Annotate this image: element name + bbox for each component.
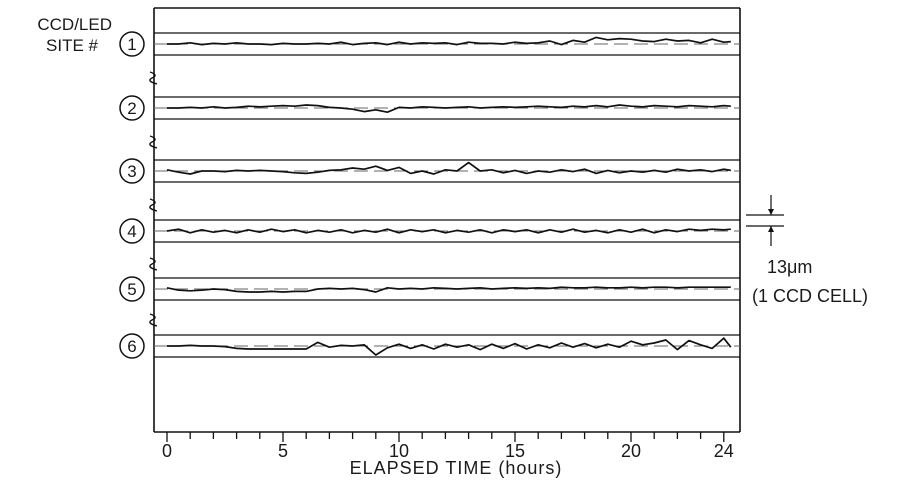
site-marker-label: 1: [127, 35, 136, 54]
site-band-6: 6: [119, 333, 740, 359]
site-bands: 1 2 3 4 5 6: [119, 31, 740, 359]
axis-break-1: [149, 71, 158, 85]
site-marker-circle: [119, 31, 145, 57]
x-tick-label: 15: [505, 441, 525, 461]
axis-break-2: [149, 135, 158, 149]
site-marker-circle: [119, 218, 145, 244]
site-marker-circle: [119, 333, 145, 359]
site-marker-label: 3: [127, 162, 136, 181]
site-marker-circle: [119, 95, 145, 121]
site-marker-label: 4: [127, 222, 136, 241]
scale-bar-value: 13μm: [767, 257, 812, 277]
series-line-site-4: [166, 228, 731, 234]
x-tick-label: 24: [714, 441, 734, 461]
site-marker-circle: [119, 158, 145, 184]
site-marker-label: 5: [127, 280, 136, 299]
y-axis-label: CCD/LED SITE #: [37, 15, 112, 55]
scale-bar-note: (1 CCD CELL): [752, 286, 868, 306]
site-band-3: 3: [119, 158, 740, 184]
site-marker-circle: [119, 276, 145, 302]
series-line-site-2: [167, 104, 731, 114]
x-axis: 0 5 10 15 20 24: [162, 432, 734, 461]
x-axis-label: ELAPSED TIME (hours): [350, 458, 563, 478]
series-line-site-3: [166, 161, 731, 175]
plot-area: [149, 7, 741, 433]
axis-break-3: [149, 198, 158, 212]
x-tick-label: 0: [162, 441, 172, 461]
series-line-site-6: [167, 337, 732, 356]
x-tick-label: 10: [389, 441, 409, 461]
site-band-4: 4: [119, 218, 740, 244]
scale-bar: [746, 195, 784, 246]
x-tick-label: 20: [621, 441, 641, 461]
series-line-site-5: [166, 286, 731, 293]
scale-arrowhead-bottom: [768, 226, 774, 232]
series-layer: [166, 36, 732, 356]
x-tick-label: 5: [278, 441, 288, 461]
scale-arrowhead-top: [768, 209, 774, 215]
axis-break-5: [149, 313, 158, 327]
site-marker-label: 6: [127, 337, 136, 356]
site-marker-label: 2: [127, 99, 136, 118]
axis-break-4: [149, 257, 158, 271]
site-band-1: 1: [119, 31, 740, 57]
series-line-site-1: [167, 36, 731, 46]
